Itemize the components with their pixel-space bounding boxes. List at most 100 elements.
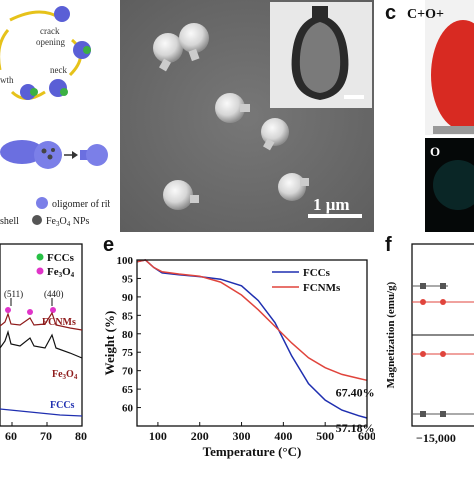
- legend-shell: shell: [0, 216, 19, 227]
- label-crack: crack: [40, 26, 60, 36]
- magnetization-plot: Magnetization (emu/g) −15,000: [385, 243, 474, 445]
- pore-dot: [47, 154, 53, 160]
- panel-f: Magnetization (emu/g) −15,000: [380, 238, 474, 474]
- inset-scalebar: [344, 95, 364, 99]
- mag-y-axis-label: Magnetization (emu/g): [385, 281, 397, 388]
- tga-ytick-label: 70: [122, 366, 134, 378]
- tga-ytick-label: 95: [122, 273, 134, 285]
- panel-a: crack opening neck wth oligomer of ribos…: [0, 0, 126, 235]
- tga-xtick-label: 600: [358, 429, 375, 443]
- legend-np: Fe3O4 NPs: [46, 216, 90, 228]
- flask-particle: [179, 23, 209, 62]
- eds-base: [433, 126, 474, 134]
- xrd-curve-fcnms: [0, 311, 83, 331]
- xrd-legend-fe3o4: Fe3O4: [47, 266, 75, 279]
- fe-peak-marker: [50, 307, 56, 313]
- tga-x-axis-label: Temperature (°C): [203, 444, 302, 459]
- np-legend-icon: [32, 215, 42, 225]
- xrd-label-fccs: FCCs: [50, 400, 75, 411]
- pore-dot: [41, 148, 47, 154]
- xrd-curve-fe3o4: [0, 329, 83, 359]
- mag-marker: [440, 299, 446, 305]
- tga-series-fcnms: [136, 259, 368, 382]
- tga-ytick-label: 85: [122, 310, 134, 322]
- xrd-plot: FCCs Fe3O4 (511) (440) FCNMs Fe3O4 FCCs …: [0, 243, 87, 443]
- xrd-label-fe3o4: Fe3O4: [52, 369, 78, 381]
- fe-peak-marker: [5, 307, 11, 313]
- legend-fe-dot: [36, 267, 44, 275]
- neck-shape: [80, 150, 90, 160]
- xrd-xtick-60: 60: [5, 429, 17, 443]
- neck-spot: [60, 88, 68, 96]
- mag-marker: [420, 283, 426, 289]
- tga-chart: 100 200 300 400 500 600 60 65 70 75 80 85 90 95 100 We…: [102, 255, 376, 459]
- flask-particle: [278, 173, 309, 201]
- xrd-xtick-70: 70: [40, 429, 52, 443]
- tga-xtick-label: 300: [233, 429, 251, 443]
- growth-cycle-arrow: [0, 29, 10, 70]
- growth-cycle-arrow: [9, 10, 61, 22]
- scalebar-text: 1 μm: [313, 195, 350, 214]
- mag-marker: [420, 351, 426, 357]
- scalebar-line: [308, 214, 362, 218]
- growth-schematic: crack opening neck wth oligomer of ribos…: [0, 6, 126, 228]
- tga-plot-frame: [136, 259, 368, 427]
- tga-ytick-label: 80: [122, 329, 134, 341]
- fe-peak-marker: [27, 309, 33, 315]
- particle-opening: [73, 41, 91, 59]
- particle-crack: [54, 6, 70, 22]
- sem-image: 1 μm: [120, 0, 374, 232]
- label-neck: neck: [50, 65, 67, 75]
- legend-oligomer: oligomer of ribose: [52, 199, 110, 210]
- eds-red-flask: [431, 20, 474, 130]
- pore-dot: [51, 148, 55, 152]
- tga-annotation-fcnms: 67.40%: [336, 385, 375, 399]
- mag-marker: [420, 411, 426, 417]
- mag-marker: [440, 411, 446, 417]
- panel-b: 1 μm: [120, 0, 374, 232]
- tga-ytick-label: 100: [117, 255, 134, 267]
- process-arrow-head: [72, 151, 78, 159]
- eds-top-label: C+O+: [407, 7, 444, 22]
- flask-particle: [153, 33, 183, 72]
- tga-ytick-label: 90: [122, 292, 134, 304]
- xrd-xtick-80: 80: [75, 429, 87, 443]
- flask-particle: [261, 118, 289, 151]
- xrd-legend-fccs: FCCs: [47, 252, 75, 264]
- growth-spot: [30, 88, 38, 96]
- flask-particle: [163, 180, 199, 210]
- tem-inset: [270, 2, 372, 108]
- panel-label-f: f: [385, 234, 392, 256]
- mag-marker: [420, 299, 426, 305]
- xrd-curve-fccs: [0, 408, 83, 417]
- panel-label-c: c: [385, 2, 397, 24]
- opening-spot: [83, 46, 91, 54]
- panel-e: 100 200 300 400 500 600 60 65 70 75 80 85 90 95 100 We…: [102, 238, 376, 474]
- eds-o-signal: [433, 160, 474, 210]
- peak-511-label: (511): [4, 289, 23, 299]
- particle-growth: [20, 84, 36, 100]
- tga-ytick-label: 65: [122, 384, 134, 396]
- tga-ytick-label: 60: [122, 403, 134, 415]
- xrd-frame: [0, 243, 83, 427]
- panel-d: FCCs Fe3O4 (511) (440) FCNMs Fe3O4 FCCs …: [0, 238, 100, 474]
- label-opening: opening: [36, 37, 65, 47]
- tga-legend-label: FCNMs: [303, 282, 341, 294]
- tga-y-axis-label: Weight (%): [103, 311, 117, 376]
- tga-xtick-label: 100: [149, 429, 167, 443]
- nanomotor-shape: [34, 141, 62, 169]
- tga-legend-label: FCCs: [303, 267, 331, 279]
- label-growth: wth: [0, 75, 14, 85]
- panel-label-e: e: [103, 234, 115, 256]
- oligomer-legend-icon: [36, 197, 48, 209]
- peak-440-label: (440): [44, 289, 64, 299]
- flask-particle: [215, 93, 250, 123]
- mag-xtick: −15,000: [416, 431, 456, 445]
- xrd-label-fcnms: FCNMs: [42, 317, 76, 328]
- tga-annotation-fccs: 57.18%: [336, 421, 375, 435]
- eds-map: C+O+ O: [407, 0, 474, 232]
- tga-legend: FCCs FCNMs: [272, 267, 341, 294]
- eds-o-label: O: [430, 144, 440, 159]
- tga-xtick-label: 400: [274, 429, 292, 443]
- tga-ytick-label: 75: [122, 347, 134, 359]
